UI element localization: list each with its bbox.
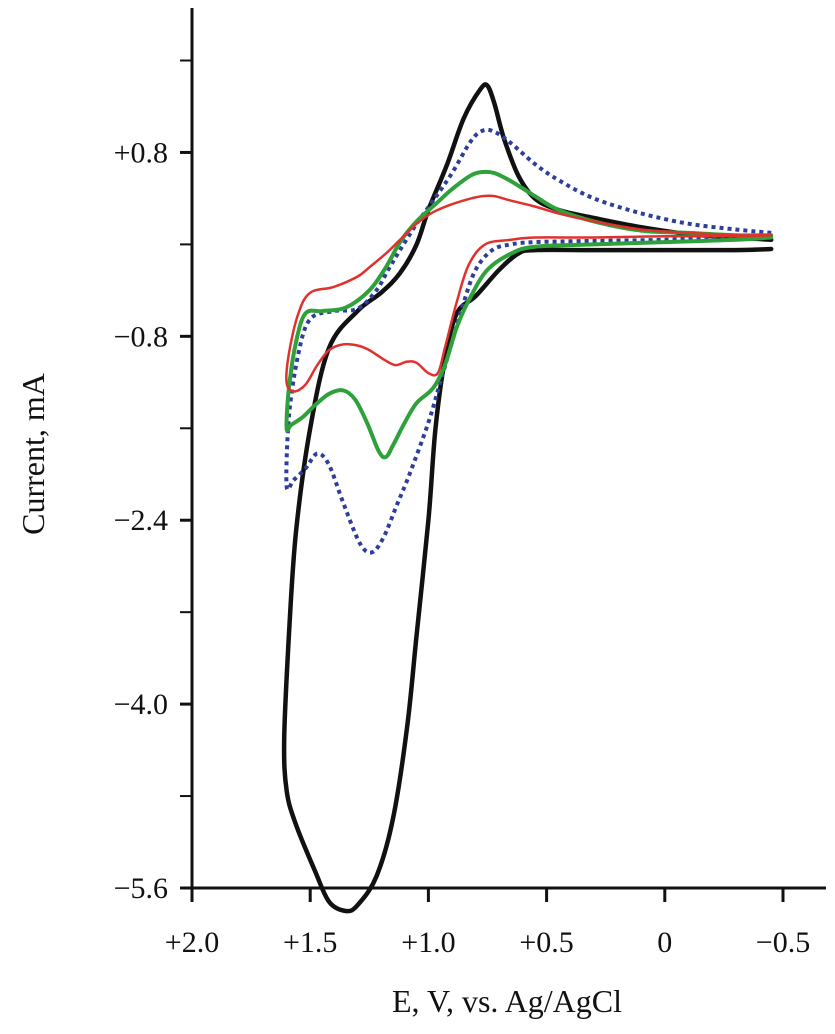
voltammogram-curve-black — [281, 82, 774, 914]
y-tick-label: −2.4 — [114, 504, 168, 537]
x-tick-label: +2.0 — [165, 926, 219, 959]
y-tick-label: −0.8 — [114, 320, 168, 353]
x-axis-ticks: +2.0 +1.5 +1.0 +0.5 0 −0.5 — [165, 888, 810, 959]
voltammogram-curve-blue-dotted — [284, 127, 772, 555]
x-tick-label: +1.5 — [283, 926, 337, 959]
voltammogram-curve-red — [285, 194, 773, 393]
series-layer — [281, 82, 774, 914]
y-axis-title: Current, mA — [15, 373, 51, 535]
x-axis-title: E, V, vs. Ag/AgCl — [392, 983, 622, 1019]
x-tick-label: −0.5 — [756, 926, 810, 959]
x-tick-label: +1.0 — [401, 926, 455, 959]
y-tick-label: +0.8 — [114, 136, 168, 169]
y-tick-label: −5.6 — [114, 872, 168, 905]
x-tick-label: 0 — [657, 926, 672, 959]
y-tick-label: −4.0 — [114, 688, 168, 721]
x-tick-label: +0.5 — [519, 926, 573, 959]
y-axis-ticks: +0.8 −0.8 −2.4 −4.0 −5.6 — [114, 59, 192, 905]
voltammogram-curve-green — [284, 169, 774, 460]
